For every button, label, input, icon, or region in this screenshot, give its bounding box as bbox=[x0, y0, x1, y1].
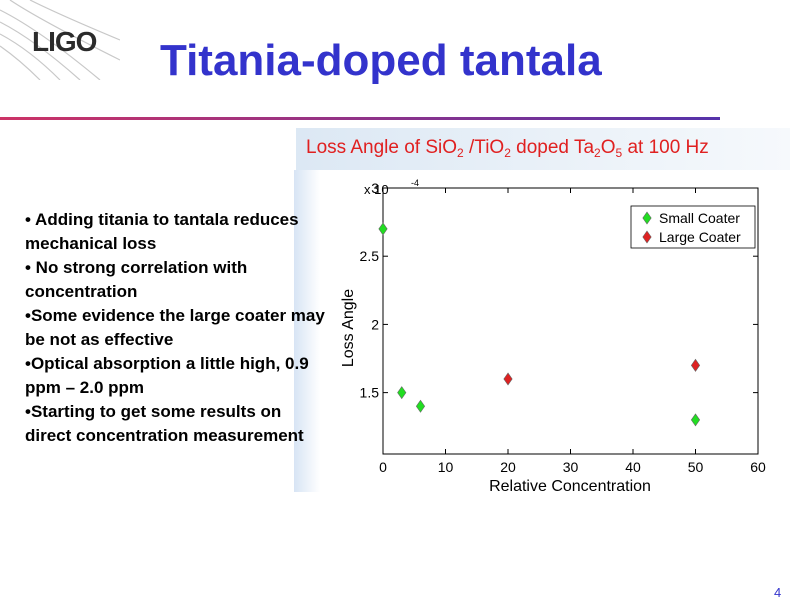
legend: Small Coater Large Coater bbox=[630, 205, 756, 249]
x-tick-label: 50 bbox=[688, 459, 704, 475]
legend-box bbox=[630, 205, 756, 249]
data-point bbox=[378, 222, 388, 236]
page-number: 4 bbox=[774, 585, 782, 600]
x-tick-label: 60 bbox=[750, 459, 766, 475]
legend-marker bbox=[642, 230, 652, 244]
x-tick-label: 0 bbox=[379, 459, 387, 475]
title-rule bbox=[0, 117, 720, 120]
y-tick-label: 1.5 bbox=[360, 385, 380, 401]
y-tick-label: 3 bbox=[371, 180, 379, 196]
bullet-item: • No strong correlation with concentrati… bbox=[25, 258, 248, 301]
bullet-item: •Optical absorption a little high, 0.9 p… bbox=[25, 354, 309, 397]
legend-label: Small Coater bbox=[659, 210, 740, 226]
ligo-logo: LIGO bbox=[32, 26, 97, 57]
y-axis-multiplier: x 10 bbox=[364, 182, 389, 197]
y-axis-multiplier-exp: -4 bbox=[411, 178, 419, 188]
y-tick-label: 2.5 bbox=[360, 248, 380, 264]
legend-label: Large Coater bbox=[659, 229, 741, 245]
page-title: Titania-doped tantala bbox=[160, 36, 602, 85]
y-tick-label: 2 bbox=[371, 316, 379, 332]
x-tick-label: 20 bbox=[500, 459, 516, 475]
legend-marker bbox=[642, 211, 652, 225]
loss-angle-chart: 0 10 20 30 40 50 60 1.5 2 2.5 3 x 10 -4 Relative C… bbox=[340, 178, 766, 495]
data-point bbox=[503, 372, 513, 386]
data-point bbox=[415, 399, 426, 413]
bullet-item: • Adding titania to tantala reduces mech… bbox=[25, 210, 299, 253]
x-axis-label: Relative Concentration bbox=[489, 478, 651, 495]
y-axis-label: Loss Angle bbox=[340, 289, 357, 367]
data-point bbox=[690, 413, 701, 427]
x-tick-label: 40 bbox=[625, 459, 641, 475]
chart-title-band bbox=[296, 128, 790, 170]
logo-swoosh-lines bbox=[0, 0, 120, 80]
data-point bbox=[690, 358, 701, 372]
chart-title: Loss Angle of SiO2 /TiO2 doped Ta2O5 at … bbox=[306, 137, 709, 160]
data-point bbox=[397, 386, 407, 400]
bullet-item: •Some evidence the large coater may be n… bbox=[25, 306, 325, 349]
x-tick-label: 30 bbox=[563, 459, 579, 475]
bullet-item: •Starting to get some results on direct … bbox=[25, 402, 304, 445]
bullet-list: • Adding titania to tantala reduces mech… bbox=[25, 208, 325, 448]
x-tick-label: 10 bbox=[438, 459, 454, 475]
chart-side-fade bbox=[294, 170, 320, 492]
